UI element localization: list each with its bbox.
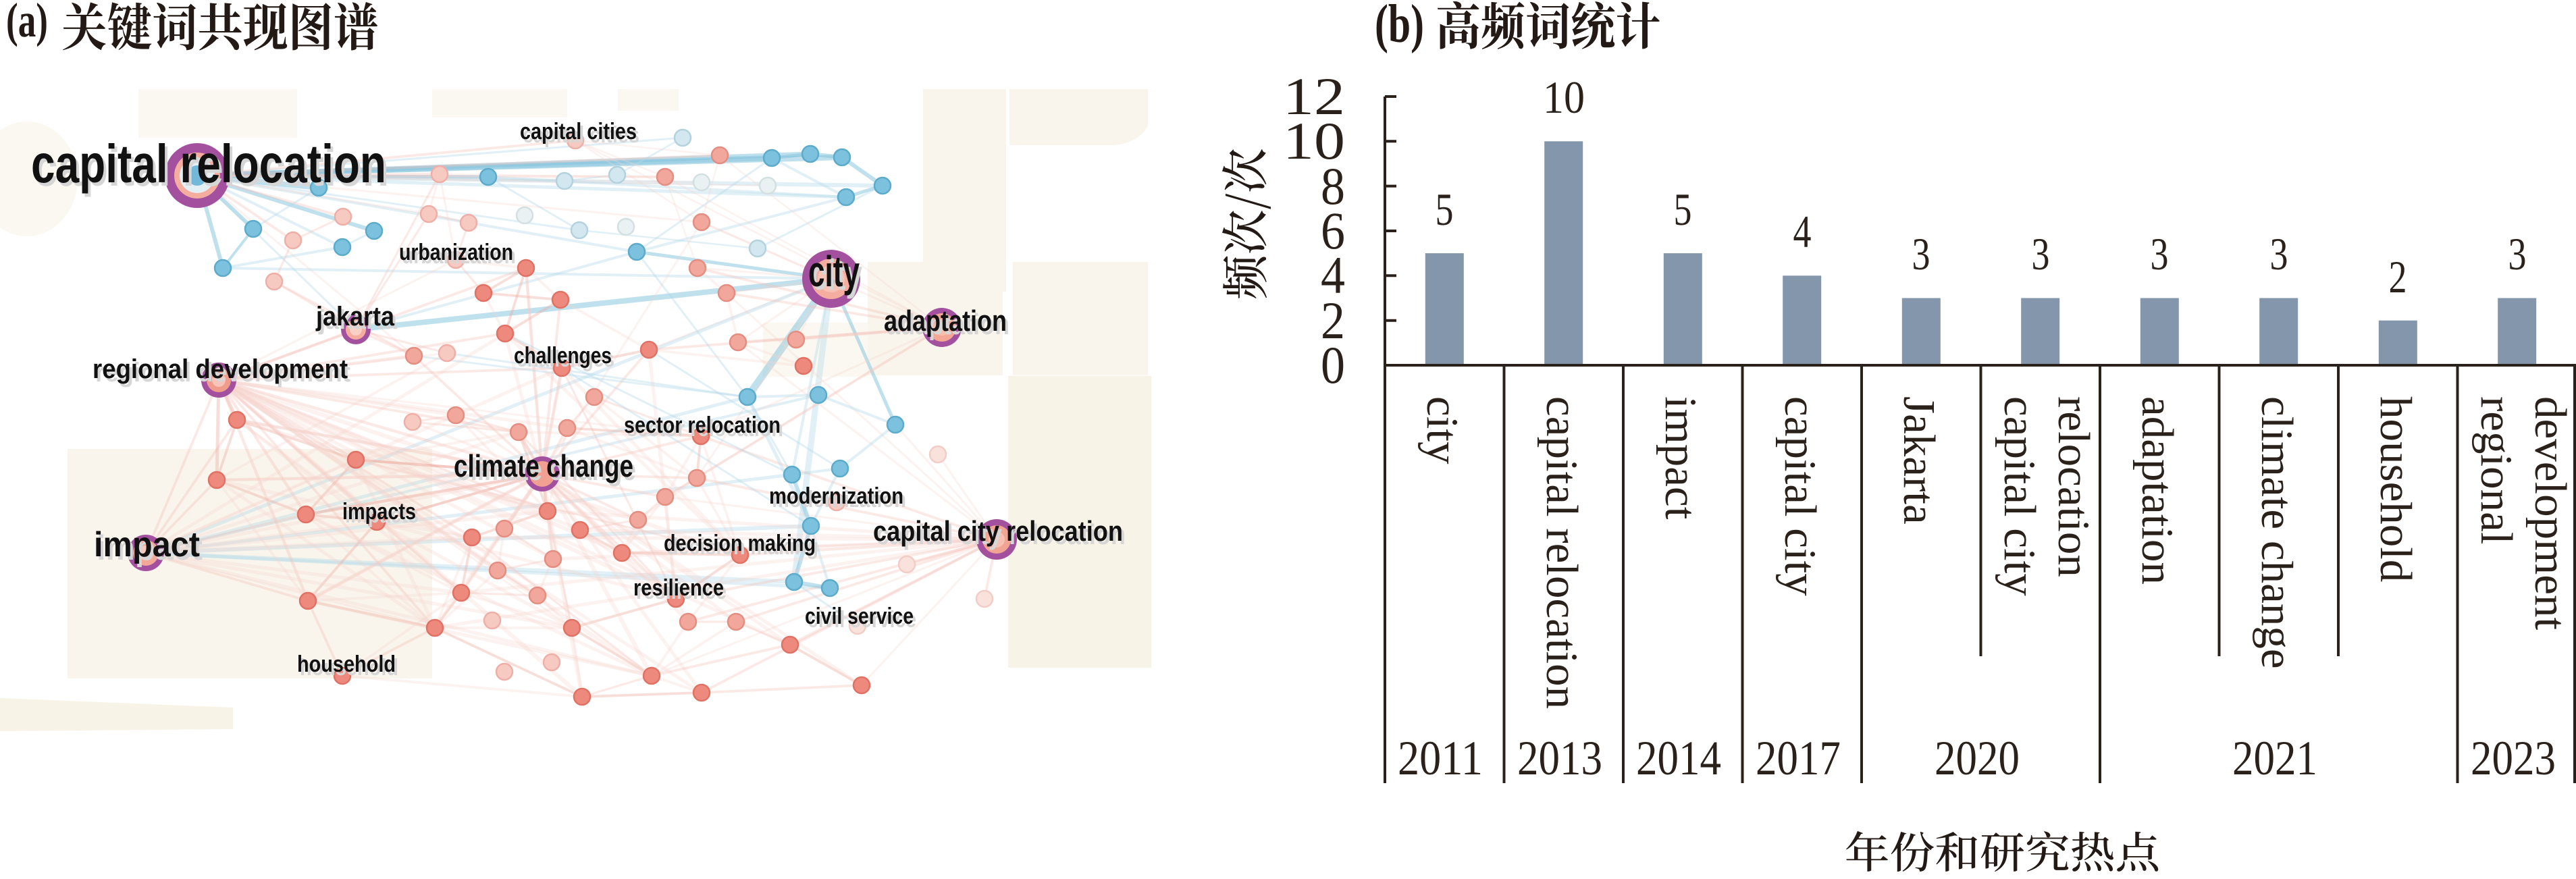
svg-text:city: city [1417, 396, 1467, 464]
svg-text:household: household [297, 651, 396, 677]
svg-text:2: 2 [1321, 291, 1345, 350]
svg-text:3: 3 [2270, 228, 2288, 279]
svg-text:Jakarta: Jakarta [1894, 396, 1944, 525]
svg-text:2023: 2023 [2471, 731, 2556, 785]
svg-text:8: 8 [1321, 157, 1345, 215]
svg-text:household: household [2371, 396, 2421, 582]
svg-text:modernization: modernization [772, 487, 906, 512]
svg-text:city: city [811, 250, 862, 299]
svg-text:4: 4 [1321, 246, 1345, 304]
svg-text:jakarta: jakarta [318, 305, 398, 335]
svg-text:5: 5 [1436, 184, 1454, 235]
svg-text:impacts: impacts [345, 502, 419, 528]
svg-text:resilience: resilience [636, 579, 727, 604]
svg-text:4: 4 [1793, 206, 1812, 257]
svg-text:impacts: impacts [342, 499, 416, 525]
svg-text:(b): (b) [1375, 0, 1424, 54]
svg-text:capital city: capital city [1995, 396, 2045, 596]
svg-text:decision making: decision making [666, 534, 818, 560]
svg-text:adaptation: adaptation [887, 308, 1009, 341]
svg-text:capital relocation: capital relocation [31, 134, 386, 194]
svg-text:3: 3 [1912, 228, 1930, 279]
svg-text:civil service: civil service [805, 604, 914, 629]
svg-text:challenges: challenges [517, 346, 614, 372]
svg-text:capital relocation: capital relocation [34, 137, 389, 197]
svg-text:2013: 2013 [1517, 731, 1602, 785]
svg-text:modernization: modernization [769, 483, 903, 509]
svg-text:capital cities: capital cities [520, 119, 637, 144]
svg-text:impact: impact [1656, 396, 1706, 520]
svg-text:urbanization: urbanization [399, 240, 513, 265]
svg-text:3: 3 [2151, 228, 2169, 279]
svg-text:household: household [300, 655, 398, 681]
svg-text:decision making: decision making [664, 531, 816, 556]
svg-text:capital city relocation: capital city relocation [873, 515, 1123, 547]
svg-text:resilience: resilience [633, 575, 724, 601]
svg-text:urbanization: urbanization [402, 243, 516, 269]
svg-text:3: 3 [2508, 228, 2527, 279]
svg-text:impact: impact [97, 529, 203, 568]
svg-text:2017: 2017 [1756, 731, 1841, 785]
svg-text:regional development: regional development [95, 358, 350, 388]
svg-text:capital relocation: capital relocation [1537, 396, 1587, 709]
svg-text:adaptation: adaptation [884, 304, 1007, 338]
svg-text:2011: 2011 [1398, 731, 1483, 785]
svg-text:sector relocation: sector relocation [627, 416, 783, 442]
svg-text:10: 10 [1543, 72, 1585, 123]
svg-text:regional development: regional development [93, 354, 348, 384]
svg-text:2021: 2021 [2232, 731, 2317, 785]
svg-text:capital city: capital city [1775, 396, 1825, 596]
svg-text:2: 2 [2389, 251, 2407, 302]
svg-text:12: 12 [1283, 67, 1345, 126]
svg-text:development: development [2525, 396, 2575, 630]
svg-text:city: city [808, 247, 860, 296]
svg-text:impact: impact [94, 525, 200, 564]
svg-text:climate change: climate change [454, 448, 633, 483]
svg-text:capital city relocation: capital city relocation [876, 518, 1126, 550]
svg-text:(a): (a) [6, 0, 48, 47]
svg-text:climate change: climate change [456, 452, 636, 487]
svg-text:sector relocation: sector relocation [624, 412, 781, 438]
svg-text:relocation: relocation [2049, 396, 2099, 577]
svg-text:6: 6 [1321, 201, 1345, 260]
svg-text:regional: regional [2471, 396, 2521, 545]
svg-text:5: 5 [1674, 184, 1692, 235]
svg-text:jakarta: jakarta [315, 302, 395, 331]
svg-text:0: 0 [1321, 336, 1345, 394]
svg-text:adaptation: adaptation [2132, 396, 2182, 585]
svg-text:3: 3 [2032, 228, 2050, 279]
svg-text:10: 10 [1283, 111, 1345, 170]
svg-text:2014: 2014 [1636, 731, 1721, 785]
svg-text:climate change: climate change [2252, 396, 2302, 669]
svg-text:2020: 2020 [1935, 731, 2020, 785]
svg-text:capital cities: capital cities [523, 122, 639, 148]
svg-text:challenges: challenges [514, 343, 612, 369]
svg-text:civil service: civil service [808, 607, 916, 633]
